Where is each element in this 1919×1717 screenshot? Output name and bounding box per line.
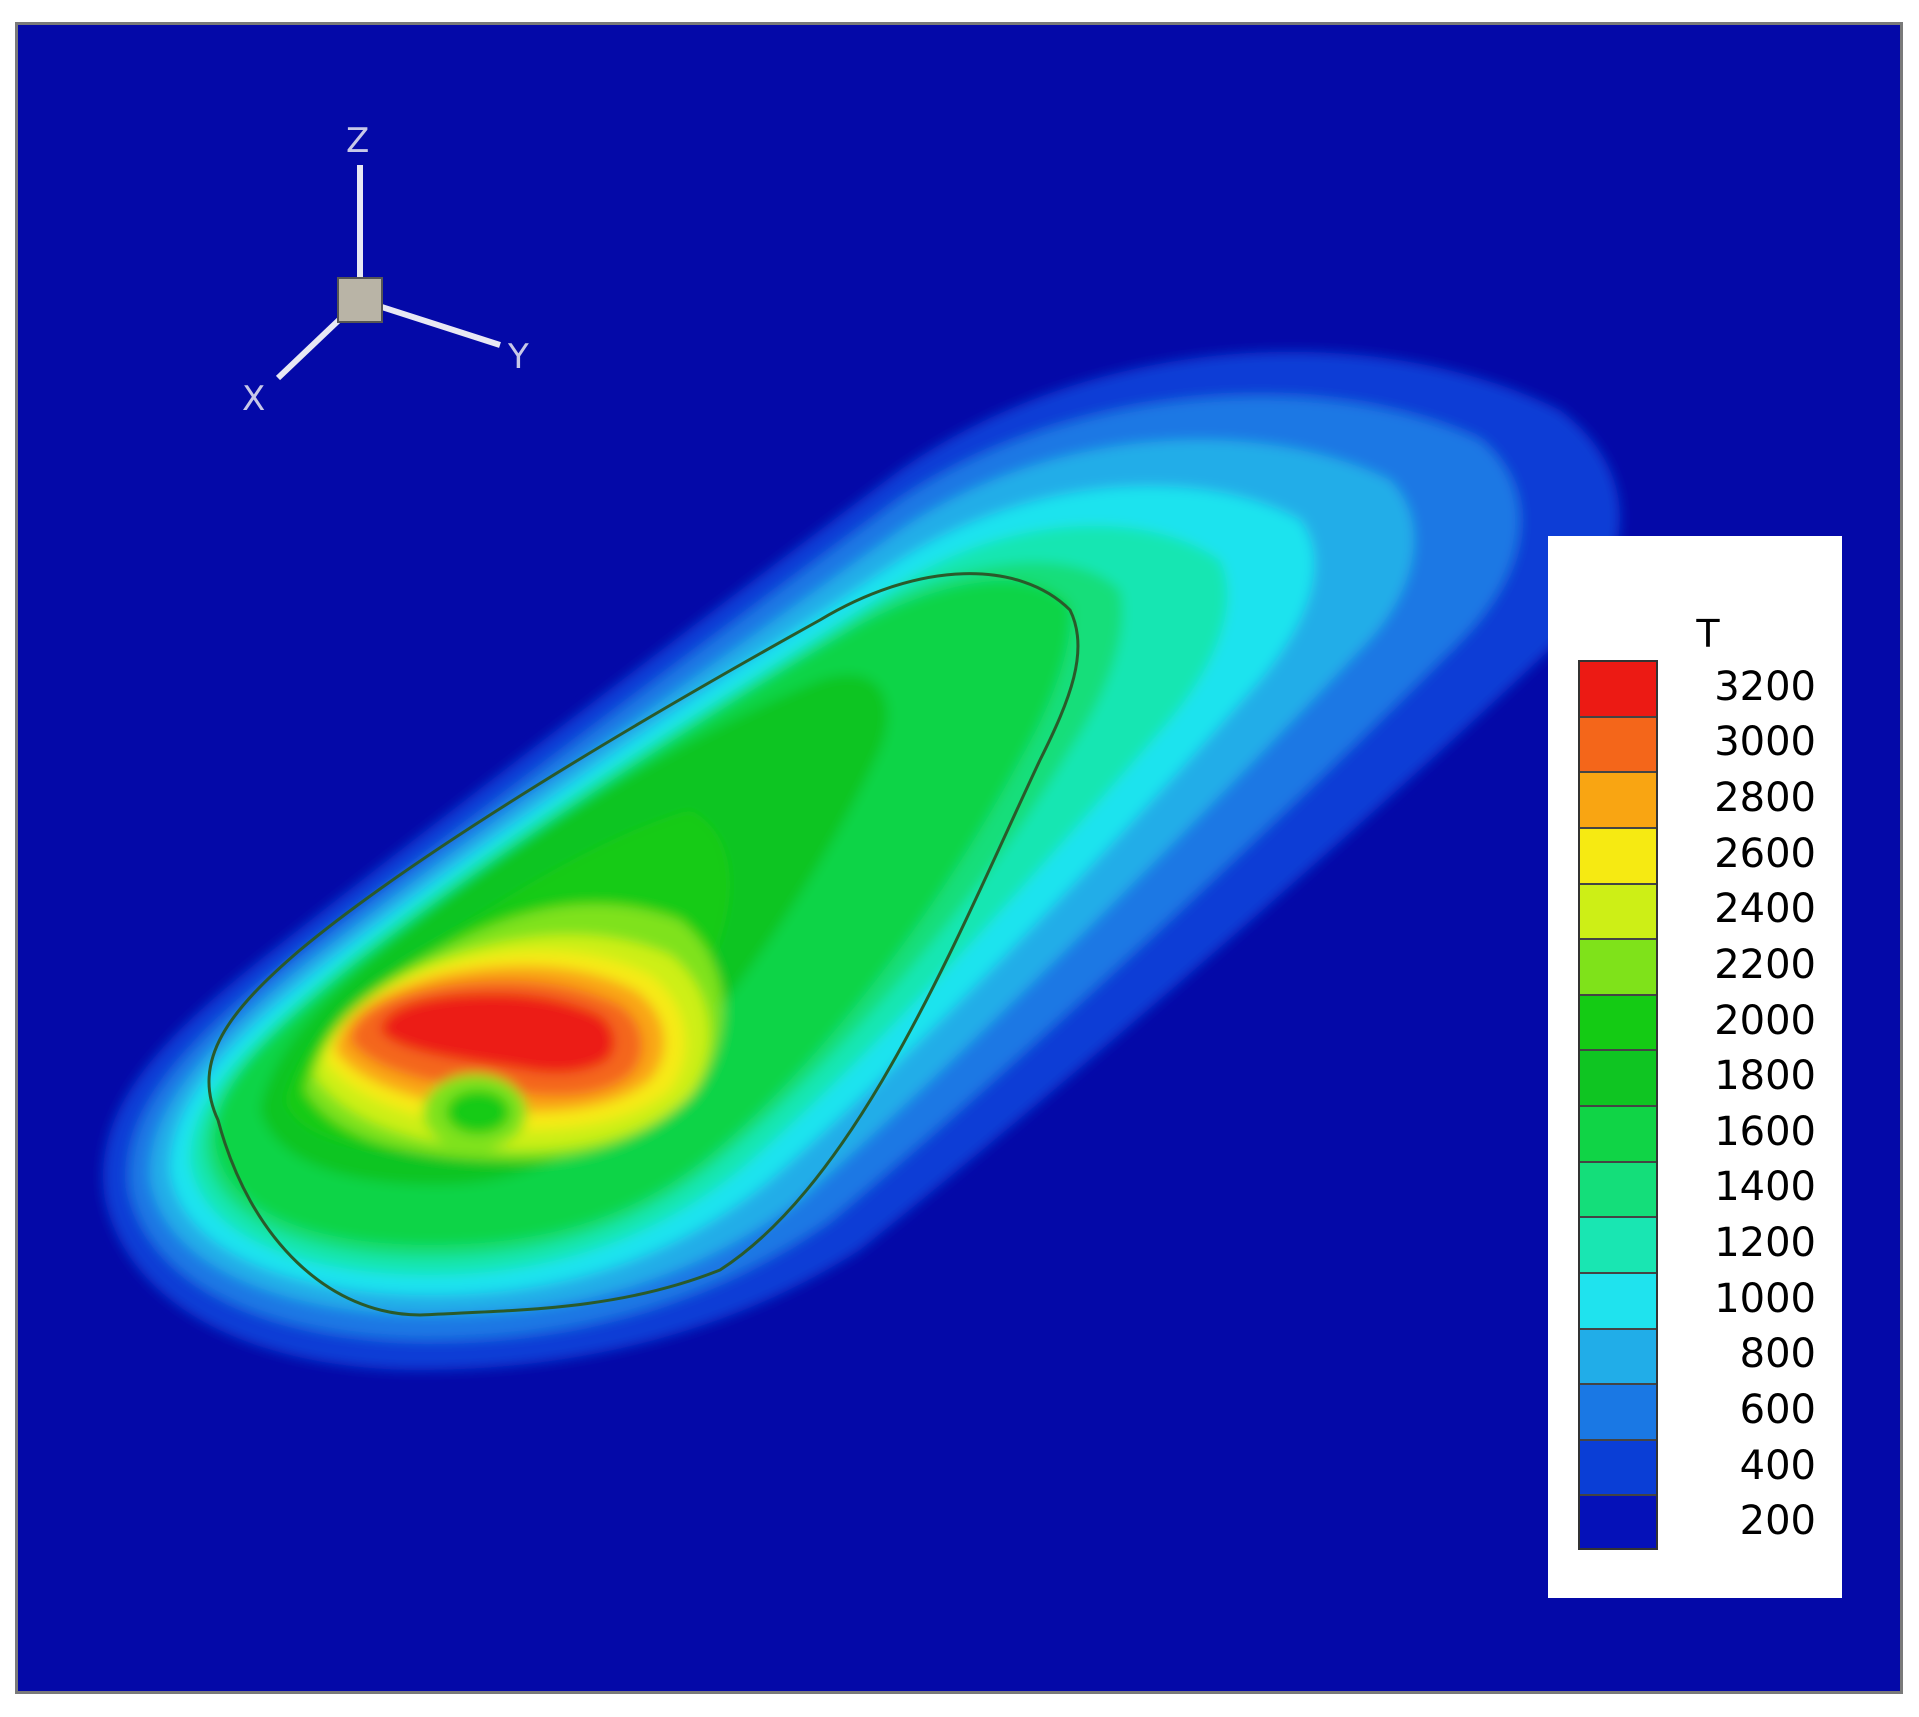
colorbar-swatch-3200 [1580,662,1656,718]
colorbar-swatch-1000 [1580,1273,1656,1330]
contour-core-2000 [446,1090,510,1134]
colorbar-swatch-1800 [1580,1051,1656,1107]
colorbar-tick-label: 1400 [1714,1164,1816,1211]
colorbar-tick-label: 200 [1739,1498,1816,1545]
colorbar-swatch-600 [1580,1385,1656,1441]
colorbar-tick-label: 2600 [1714,830,1816,877]
colorbar-tick-label: 2400 [1714,886,1816,933]
contour-band-3200 [380,993,615,1074]
colorbar-tick-label: 1800 [1714,1053,1816,1100]
triad-label-y: Y [507,337,529,377]
colorbar-title: T [1696,612,1720,656]
colorbar-swatch-3000 [1580,717,1656,774]
colorbar-swatch-2000 [1580,995,1656,1052]
colorbar-tick-label: 1000 [1714,1275,1816,1322]
triad-cube [337,277,383,323]
colorbar-tick-label: 3000 [1714,719,1816,766]
triad-label-z: Z [346,121,369,161]
colorbar-swatch-2600 [1580,828,1656,885]
y-axis-line [359,297,501,348]
contour-field [102,351,1620,1370]
colorbar-swatch-2200 [1580,940,1656,996]
colorbar-swatch-2400 [1580,884,1656,941]
colorbar-gradient [1578,660,1658,1550]
colorbar-swatch-400 [1580,1440,1656,1497]
colorbar-swatch-800 [1580,1329,1656,1386]
triad-label-x: X [242,379,265,419]
colorbar-tick-label: 2000 [1714,997,1816,1044]
colorbar-tick-label: 1600 [1714,1108,1816,1155]
colorbar-tick-label: 800 [1739,1331,1816,1378]
colorbar-tick-label: 600 [1739,1386,1816,1433]
colorbar-legend: T 3200 3000 2800 2600 2400 2200 2000 1800 1600 14… [1548,536,1842,1598]
colorbar-swatch-2800 [1580,773,1656,829]
colorbar-tick-label: 1200 [1714,1220,1816,1267]
colorbar-swatch-200 [1580,1496,1656,1548]
colorbar-swatch-1600 [1580,1107,1656,1163]
colorbar-swatch-1200 [1580,1218,1656,1274]
colorbar-tick-label: 3200 [1714,663,1816,710]
colorbar-tick-label: 2200 [1714,941,1816,988]
colorbar-tick-label: 2800 [1714,775,1816,822]
colorbar-swatch-1400 [1580,1162,1656,1219]
axis-triad: Z Y X [242,121,529,419]
colorbar-tick-label: 400 [1739,1442,1816,1489]
isoline-2000 [207,572,1080,1317]
